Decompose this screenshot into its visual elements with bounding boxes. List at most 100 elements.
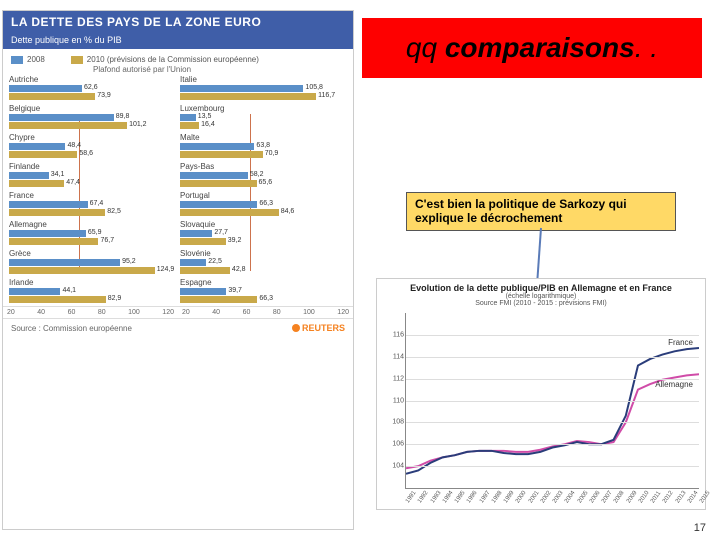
country-block: Espagne39,7 66,3 <box>178 277 349 306</box>
left-debt-chart: LA DETTE DES PAYS DE LA ZONE EURO Dette … <box>2 10 354 530</box>
bar <box>180 238 226 245</box>
country-name: Espagne <box>180 278 347 287</box>
right-chart-source: Source FMI (2010 - 2015 : prévisions FMI… <box>377 300 705 307</box>
bar-value: 89,8 <box>116 113 130 120</box>
bar <box>9 172 49 179</box>
y-tick: 110 <box>393 397 406 404</box>
bar <box>9 209 105 216</box>
x-tick: 1994 <box>442 501 447 504</box>
x-axis-right: 20406080100120 <box>178 306 353 318</box>
bar-value: 63,8 <box>256 142 270 149</box>
x-tick: 1996 <box>466 501 471 504</box>
bar-value: 22,5 <box>208 258 222 265</box>
country-block: Irlande44,182,9 <box>7 277 178 306</box>
right-chart-title: Evolution de la dette publique/PIB en Al… <box>377 279 705 293</box>
country-block: Grèce95,2124,9 <box>7 248 178 277</box>
bar-value: 105,8 <box>305 84 323 91</box>
y-tick: 116 <box>393 331 406 338</box>
bar <box>180 122 199 129</box>
country-block: France67,482,5 <box>7 190 178 219</box>
x-tick: 1999 <box>503 501 508 504</box>
country-name: Irlande <box>9 278 176 287</box>
bar <box>180 180 257 187</box>
country-block: Autriche62,673,9 <box>7 74 178 103</box>
bar-value: 73,9 <box>97 92 111 99</box>
x-axis-left: 20406080100120 <box>3 306 178 318</box>
bar <box>180 209 279 216</box>
x-tick: 2013 <box>675 501 680 504</box>
country-block: Luxembourg13,516,4 <box>178 103 349 132</box>
bar-value: 82,5 <box>107 208 121 215</box>
bar-value: 95,2 <box>122 258 136 265</box>
bar-value: 67,4 <box>90 200 104 207</box>
bar-value: 101,2 <box>129 121 147 128</box>
country-name: Portugal <box>180 191 347 200</box>
y-tick: 112 <box>393 375 406 382</box>
right-chart-plot: France Allemagne 104106108110112114116 <box>405 313 699 489</box>
bar <box>9 267 155 274</box>
country-name: Finlande <box>9 162 176 171</box>
left-chart-header: LA DETTE DES PAYS DE LA ZONE EURO <box>3 11 353 33</box>
country-name: Allemagne <box>9 220 176 229</box>
bar <box>9 201 88 208</box>
bar-value: 42,8 <box>232 266 246 273</box>
title-box: qq comparaisons. . <box>362 18 702 78</box>
page-number: 17 <box>694 522 706 534</box>
bar-value: 116,7 <box>318 92 335 99</box>
country-name: Slovénie <box>180 249 347 258</box>
bar <box>180 267 230 274</box>
bar-value: 48,4 <box>67 142 81 149</box>
x-tick: 2010 <box>638 501 643 504</box>
left-chart-footer: Source : Commission européenne REUTERS <box>3 318 353 337</box>
country-name: Slovaquie <box>180 220 347 229</box>
bar <box>180 143 254 150</box>
bar-value: 39,2 <box>228 237 242 244</box>
bar-value: 39,7 <box>228 287 242 294</box>
country-block: Malte63,870,9 <box>178 132 349 161</box>
bar <box>180 296 257 303</box>
x-tick: 2005 <box>577 501 582 504</box>
bar-value: 66,3 <box>259 295 273 302</box>
source-text: Source : Commission européenne <box>11 324 132 333</box>
country-name: Autriche <box>9 75 176 84</box>
bar <box>180 230 212 237</box>
x-tick: 2006 <box>589 501 594 504</box>
bar <box>9 288 60 295</box>
bar <box>9 180 64 187</box>
x-tick: 2008 <box>613 501 618 504</box>
bar <box>180 201 257 208</box>
bar-value: 47,4 <box>66 179 80 186</box>
bar-value: 62,6 <box>84 84 98 91</box>
swatch-2010 <box>71 56 83 64</box>
x-tick: 1993 <box>430 501 435 504</box>
x-tick: 2011 <box>650 501 655 504</box>
country-block: Italie105,8116,7 <box>178 74 349 103</box>
bar <box>9 296 106 303</box>
country-name: Chypre <box>9 133 176 142</box>
france-label: France <box>668 338 693 347</box>
right-line-chart: Evolution de la dette publique/PIB en Al… <box>376 278 706 510</box>
x-tick: 1998 <box>491 501 496 504</box>
bar <box>9 85 82 92</box>
bar <box>9 93 95 100</box>
bar <box>9 151 77 158</box>
country-name: Belgique <box>9 104 176 113</box>
bar <box>9 143 65 150</box>
bar-value: 58,6 <box>79 150 93 157</box>
bar-value: 44,1 <box>62 287 76 294</box>
title-text: qq comparaisons. . <box>406 32 658 64</box>
y-tick: 106 <box>392 441 406 448</box>
country-name: Pays-Bas <box>180 162 347 171</box>
country-name: Luxembourg <box>180 104 347 113</box>
bar <box>180 151 263 158</box>
bar-value: 13,5 <box>198 113 212 120</box>
bar <box>180 85 303 92</box>
country-block: Portugal66,384,6 <box>178 190 349 219</box>
swatch-2008 <box>11 56 23 64</box>
bar-value: 65,6 <box>259 179 273 186</box>
x-tick: 1997 <box>479 501 484 504</box>
bar-value: 70,9 <box>265 150 279 157</box>
bar-value: 58,2 <box>250 171 264 178</box>
x-tick: 2000 <box>515 501 520 504</box>
bar <box>180 288 226 295</box>
